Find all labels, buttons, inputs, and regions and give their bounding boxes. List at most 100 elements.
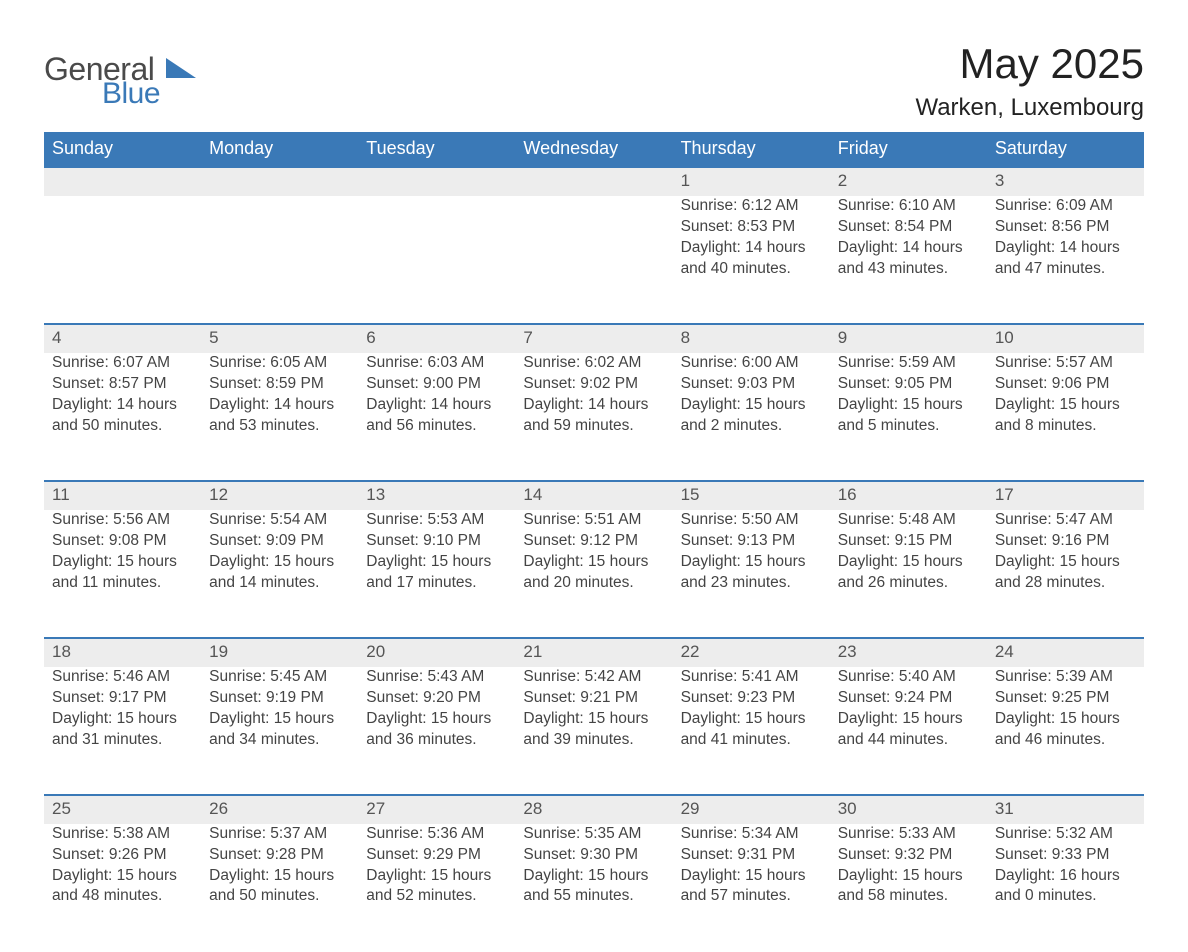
day-content-row: Sunrise: 6:07 AMSunset: 8:57 PMDaylight:… [44,353,1144,481]
sunset-line: Sunset: 9:29 PM [366,845,507,866]
sunset-line: Sunset: 9:09 PM [209,531,350,552]
day-content-cell: Sunrise: 5:41 AMSunset: 9:23 PMDaylight:… [673,667,830,795]
day-content-cell: Sunrise: 5:45 AMSunset: 9:19 PMDaylight:… [201,667,358,795]
day-number-row: 123 [44,167,1144,196]
day-content-cell: Sunrise: 5:56 AMSunset: 9:08 PMDaylight:… [44,510,201,638]
daylight-line: Daylight: 15 hours and 36 minutes. [366,709,507,751]
daylight-line: Daylight: 15 hours and 55 minutes. [523,866,664,908]
daylight-line: Daylight: 14 hours and 47 minutes. [995,238,1136,280]
sunrise-line: Sunrise: 6:03 AM [366,353,507,374]
daylight-line: Daylight: 15 hours and 46 minutes. [995,709,1136,751]
calendar-table: Sunday Monday Tuesday Wednesday Thursday… [44,132,1144,952]
weekday-header: Friday [830,132,987,167]
sunset-line: Sunset: 9:10 PM [366,531,507,552]
sunset-line: Sunset: 9:19 PM [209,688,350,709]
day-number-cell: 17 [987,481,1144,510]
day-content-cell: Sunrise: 5:57 AMSunset: 9:06 PMDaylight:… [987,353,1144,481]
day-number-cell: 29 [673,795,830,824]
day-content-cell: Sunrise: 5:35 AMSunset: 9:30 PMDaylight:… [515,824,672,952]
weekday-header: Thursday [673,132,830,167]
daylight-line: Daylight: 14 hours and 56 minutes. [366,395,507,437]
sunrise-line: Sunrise: 5:32 AM [995,824,1136,845]
weekday-header-row: Sunday Monday Tuesday Wednesday Thursday… [44,132,1144,167]
sunrise-line: Sunrise: 6:00 AM [681,353,822,374]
sunset-line: Sunset: 8:56 PM [995,217,1136,238]
day-number-cell: 31 [987,795,1144,824]
day-number-row: 18192021222324 [44,638,1144,667]
weekday-header: Sunday [44,132,201,167]
calendar-body: 123Sunrise: 6:12 AMSunset: 8:53 PMDaylig… [44,167,1144,952]
day-number-cell: 4 [44,324,201,353]
day-content-cell: Sunrise: 6:02 AMSunset: 9:02 PMDaylight:… [515,353,672,481]
sunrise-line: Sunrise: 5:54 AM [209,510,350,531]
day-content-cell: Sunrise: 5:50 AMSunset: 9:13 PMDaylight:… [673,510,830,638]
daylight-line: Daylight: 15 hours and 34 minutes. [209,709,350,751]
weekday-header: Tuesday [358,132,515,167]
sunset-line: Sunset: 9:25 PM [995,688,1136,709]
daylight-line: Daylight: 16 hours and 0 minutes. [995,866,1136,908]
page-title: May 2025 [915,40,1144,88]
day-number-row: 11121314151617 [44,481,1144,510]
day-number-cell: 16 [830,481,987,510]
daylight-line: Daylight: 15 hours and 8 minutes. [995,395,1136,437]
day-content-cell: Sunrise: 6:05 AMSunset: 8:59 PMDaylight:… [201,353,358,481]
weekday-header: Saturday [987,132,1144,167]
logo: General Blue [44,40,196,109]
daylight-line: Daylight: 14 hours and 53 minutes. [209,395,350,437]
sunrise-line: Sunrise: 5:36 AM [366,824,507,845]
sunrise-line: Sunrise: 6:09 AM [995,196,1136,217]
day-content-cell: Sunrise: 5:36 AMSunset: 9:29 PMDaylight:… [358,824,515,952]
sunrise-line: Sunrise: 5:42 AM [523,667,664,688]
day-number-cell: 26 [201,795,358,824]
day-content-cell: Sunrise: 6:12 AMSunset: 8:53 PMDaylight:… [673,196,830,324]
day-content-row: Sunrise: 5:46 AMSunset: 9:17 PM Daylight:… [44,667,1144,795]
day-content-row: Sunrise: 5:56 AMSunset: 9:08 PMDaylight:… [44,510,1144,638]
day-content-cell [515,196,672,324]
daylight-line: Daylight: 15 hours and 26 minutes. [838,552,979,594]
day-number-cell: 9 [830,324,987,353]
sunrise-line: Sunrise: 5:35 AM [523,824,664,845]
sunrise-line: Sunrise: 6:12 AM [681,196,822,217]
daylight-line: Daylight: 15 hours and 58 minutes. [838,866,979,908]
day-number-cell: 12 [201,481,358,510]
day-content-cell: Sunrise: 5:38 AMSunset: 9:26 PMDaylight:… [44,824,201,952]
sunrise-line: Sunrise: 5:39 AM [995,667,1136,688]
day-content-cell: Sunrise: 5:37 AMSunset: 9:28 PMDaylight:… [201,824,358,952]
day-number-row: 25262728293031 [44,795,1144,824]
logo-word-blue: Blue [102,80,160,109]
sunset-line: Sunset: 9:17 PM [52,688,193,709]
daylight-line: Daylight: 14 hours and 59 minutes. [523,395,664,437]
sunrise-line: Sunrise: 5:46 AM [52,667,193,688]
day-content-cell: Sunrise: 5:43 AMSunset: 9:20 PMDaylight:… [358,667,515,795]
day-number-cell: 21 [515,638,672,667]
sunset-line: Sunset: 9:32 PM [838,845,979,866]
day-number-row: 45678910 [44,324,1144,353]
daylight-line: Daylight: 15 hours and 52 minutes. [366,866,507,908]
daylight-line: Daylight: 15 hours and 11 minutes. [52,552,193,594]
sunrise-line: Sunrise: 5:33 AM [838,824,979,845]
sunrise-line: Sunrise: 5:59 AM [838,353,979,374]
header: General Blue May 2025 Warken, Luxembourg [44,40,1144,122]
sunset-line: Sunset: 9:13 PM [681,531,822,552]
daylight-line: Daylight: 14 hours and 43 minutes. [838,238,979,280]
sunrise-line: Sunrise: 5:51 AM [523,510,664,531]
logo-text: General Blue [44,54,160,109]
day-content-cell: Sunrise: 5:51 AMSunset: 9:12 PMDaylight:… [515,510,672,638]
day-number-cell: 20 [358,638,515,667]
sunset-line: Sunset: 9:20 PM [366,688,507,709]
location-subtitle: Warken, Luxembourg [915,94,1144,122]
sunset-line: Sunset: 9:16 PM [995,531,1136,552]
day-number-cell [44,167,201,196]
day-content-cell [358,196,515,324]
daylight-line: Daylight: 15 hours and 39 minutes. [523,709,664,751]
day-content-cell: Sunrise: 5:46 AMSunset: 9:17 PMDaylight:… [44,667,201,795]
day-number-cell: 1 [673,167,830,196]
sunset-line: Sunset: 9:21 PM [523,688,664,709]
sunrise-line: Sunrise: 5:48 AM [838,510,979,531]
day-number-cell: 24 [987,638,1144,667]
sunset-line: Sunset: 8:59 PM [209,374,350,395]
sunrise-line: Sunrise: 5:45 AM [209,667,350,688]
logo-triangle-icon [166,58,196,84]
day-content-cell: Sunrise: 5:42 AMSunset: 9:21 PMDaylight:… [515,667,672,795]
day-content-cell: Sunrise: 5:54 AMSunset: 9:09 PMDaylight:… [201,510,358,638]
